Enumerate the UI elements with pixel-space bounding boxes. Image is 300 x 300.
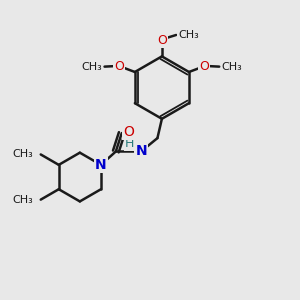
Text: N: N (135, 145, 147, 158)
Text: H: H (124, 137, 134, 150)
Text: O: O (123, 124, 134, 139)
Text: O: O (200, 59, 209, 73)
Text: N: N (95, 158, 107, 172)
Text: CH₃: CH₃ (13, 149, 34, 159)
Text: O: O (157, 34, 167, 46)
Text: CH₃: CH₃ (178, 30, 199, 40)
Text: CH₃: CH₃ (13, 195, 34, 205)
Text: CH₃: CH₃ (222, 61, 242, 72)
Text: CH₃: CH₃ (81, 61, 102, 72)
Text: O: O (115, 59, 124, 73)
